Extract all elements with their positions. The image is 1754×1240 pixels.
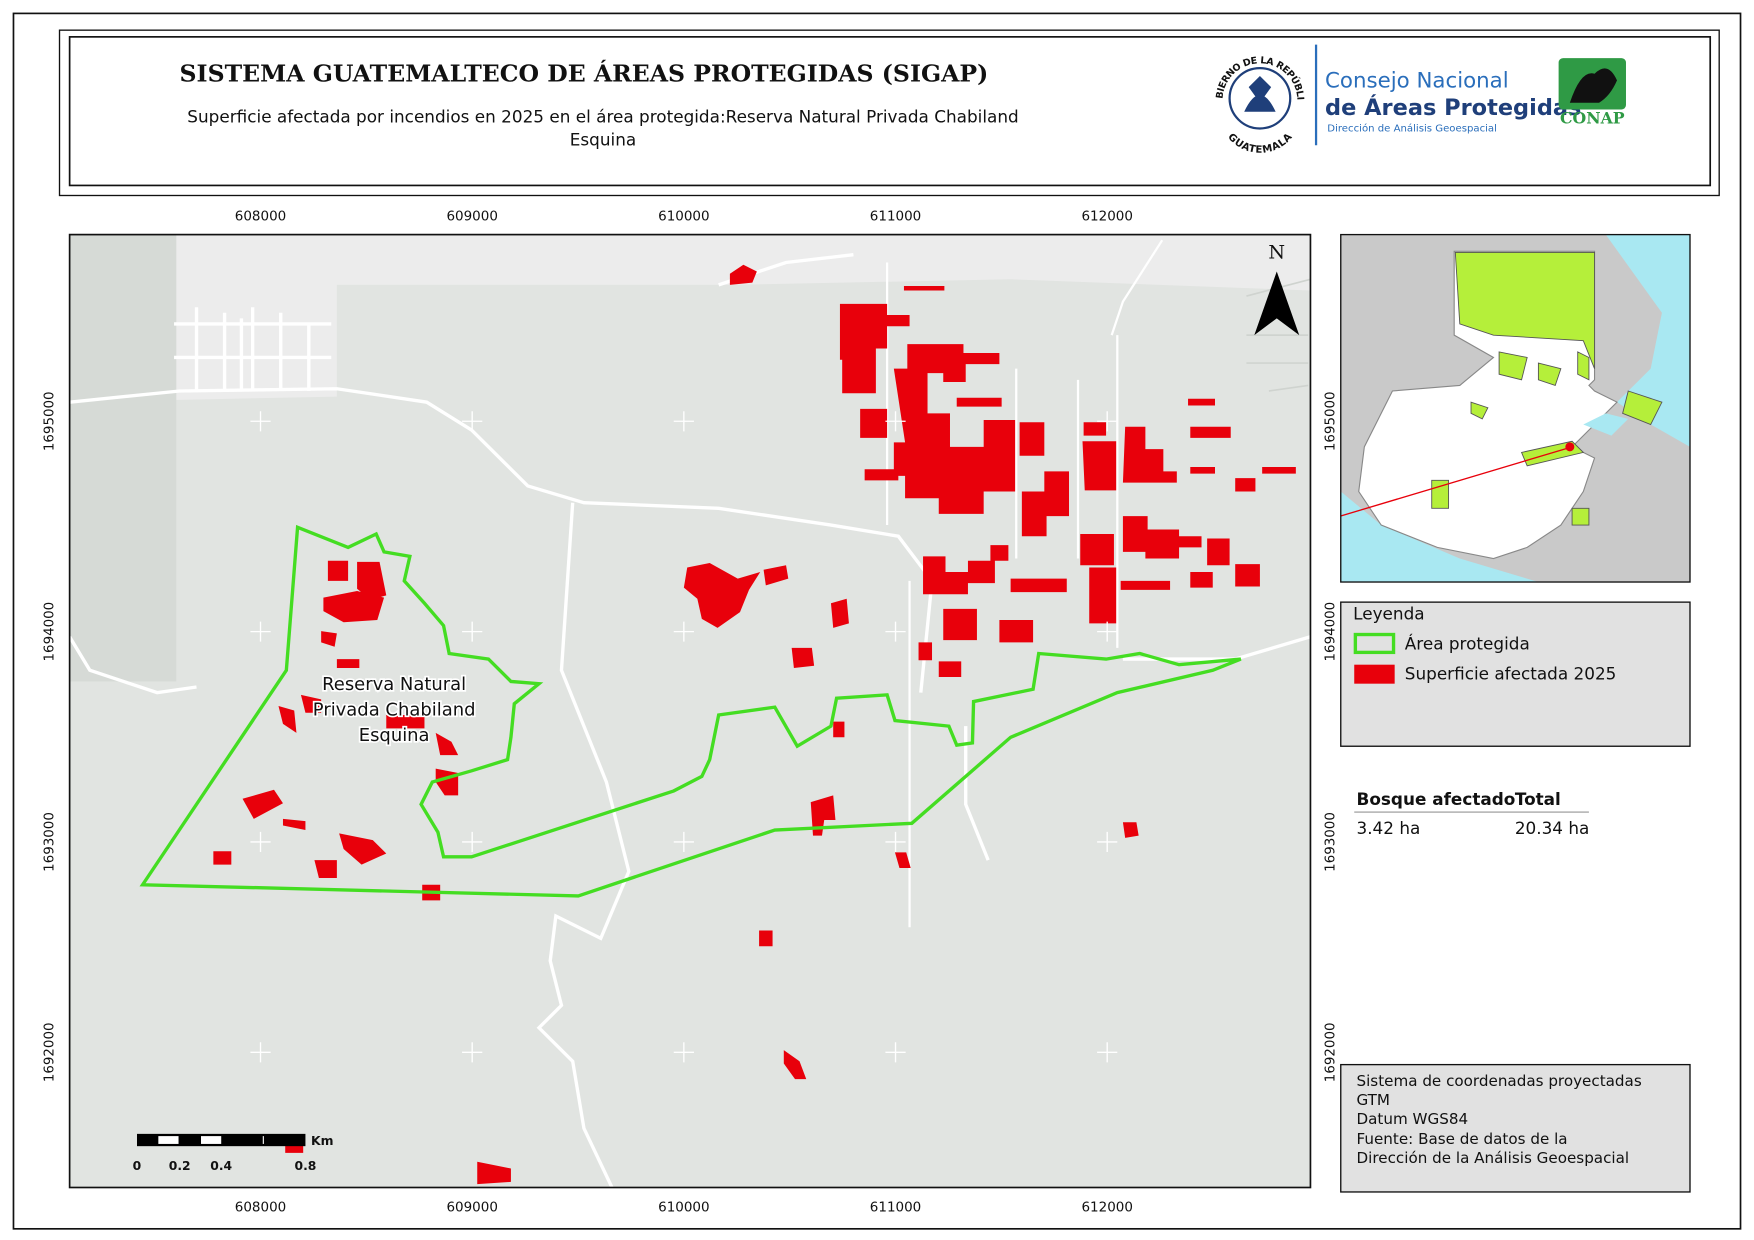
scale-unit: Km [311,1134,333,1148]
x-tick-label: 608000 [235,210,286,225]
y-tick-label: 1694000 [1324,602,1339,662]
header-outer [58,29,1720,197]
main-map: Reserva Natural Privada Chabiland Esquin… [69,234,1311,1188]
y-tick-label: 1693000 [42,812,57,872]
table-header: Bosque afectado [1356,789,1515,809]
grid-cross [885,1042,906,1063]
grid-cross [885,621,906,642]
grid-cross [462,621,483,642]
area-label: Reserva Natural [322,674,466,695]
info-box [1340,1063,1691,1193]
grid-cross [250,411,271,432]
grid-cross [250,831,271,853]
protected-area [139,524,1242,898]
title: SISTEMA GUATEMALTECO DE ÁREAS PROTEGIDAS… [180,58,989,87]
y-tick-label: 1692000 [1324,1022,1339,1082]
inset-map [1340,234,1690,583]
north-arrow [1254,271,1300,336]
info-line: Datum WGS84 [1356,1110,1468,1128]
table-header: Total [1515,789,1561,809]
info-line: Fuente: Base de datos de la [1356,1130,1567,1148]
seal-text: GUATEMALA [1225,132,1294,156]
subtitle: Esquina [570,130,636,150]
page-border [12,12,1742,1230]
table-cell: 20.34 ha [1515,818,1590,838]
subtitle: Superficie afectada por incendios en 202… [187,106,1018,126]
map-frame [68,233,1312,1189]
x-tick-label: 612000 [1081,1201,1132,1216]
council-name: Consejo Nacional [1325,69,1509,94]
legend-box [1340,601,1691,747]
y-tick-label: 1695000 [42,391,57,451]
legend-title: Leyenda [1353,603,1424,623]
grid-cross [462,831,483,853]
grid-crosses [250,411,1118,1063]
grid-cross [462,411,483,432]
scale-label: 0.4 [210,1159,232,1173]
council-name: de Áreas Protegidas [1325,93,1581,121]
grid-cross [1097,621,1118,642]
grid-cross [673,831,694,853]
conap-logo [1569,68,1618,103]
legend-label: Superficie afectada 2025 [1405,664,1617,684]
y-tick-label: 1692000 [42,1022,57,1082]
grid-cross [1097,1042,1118,1063]
legend-label: Área protegida [1405,633,1530,654]
seal-text: GUATEMALA [1225,132,1294,156]
x-tick-label: 610000 [658,1201,709,1216]
x-tick-label: 610000 [658,210,709,225]
grid-cross [1097,831,1118,853]
north-label: N [1268,242,1285,264]
y-tick-label: 1693000 [1324,812,1339,872]
x-tick-label: 608000 [235,1201,286,1216]
x-tick-label: 609000 [446,210,497,225]
legend-swatch [1353,632,1396,655]
inset-frame [1340,233,1691,583]
y-tick-label: 1695000 [1324,391,1339,451]
table-cell: 3.42 ha [1356,818,1420,838]
grid-cross [462,1042,483,1063]
header-inner [68,36,1712,187]
coordinate-ticks: 608000 608000 609000 609000 610000 610000 6110… [42,210,1338,1216]
grid-cross [885,831,906,853]
grid-cross [673,411,694,432]
area-label: Reserva Natural Privada Chabiland Esquin… [311,672,477,748]
grid-cross [673,1042,694,1063]
x-tick-label: 611000 [870,210,921,225]
scale-label: 0.8 [294,1159,316,1173]
x-tick-label: 612000 [1081,210,1132,225]
grid-cross [885,411,906,432]
x-tick-label: 609000 [446,1201,497,1216]
x-tick-label: 611000 [870,1201,921,1216]
burned-area [213,264,1296,1185]
grid-cross [250,1042,271,1063]
grid-cross [1097,411,1118,432]
area-label: Esquina [359,725,430,746]
council-unit: Dirección de Análisis Geoespacial [1327,122,1497,134]
scale-bar: Km 0 0.2 0.4 0.8 [133,1133,333,1173]
grid-cross [673,621,694,642]
info-line: Sistema de coordenadas proyectadas [1356,1072,1641,1090]
info-line: Dirección de la Análisis Geoespacial [1356,1149,1629,1167]
y-tick-label: 1694000 [42,602,57,662]
scale-label: 0 [133,1159,142,1173]
scale-label: 0.2 [169,1159,191,1173]
conap-text: CONAP [1560,109,1625,128]
info-line: GTM [1356,1091,1390,1109]
legend-swatch [1354,664,1395,684]
area-label: Privada Chabiland [313,700,476,721]
grid-cross [250,621,271,642]
